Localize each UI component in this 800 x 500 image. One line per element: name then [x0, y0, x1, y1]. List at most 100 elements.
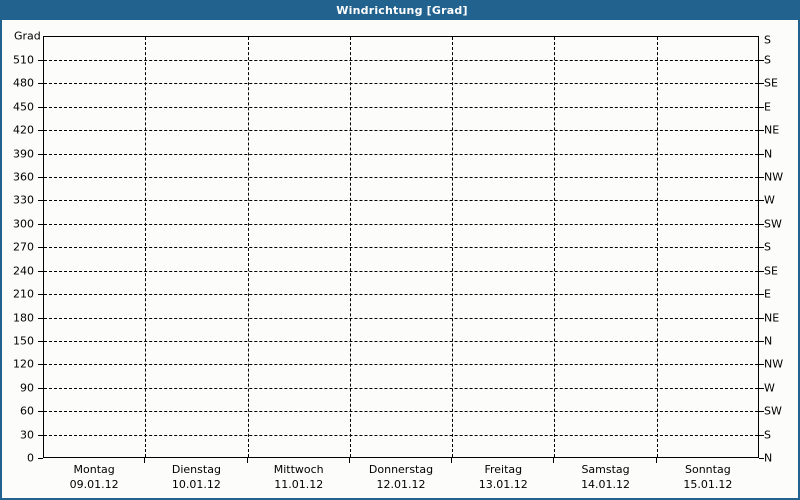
- y-axis-tick-mark-left: [38, 130, 43, 132]
- y-axis-tick-mark-right: [759, 223, 764, 225]
- horizontal-gridline: [44, 270, 758, 272]
- vertical-gridline: [247, 37, 249, 457]
- y-axis-tick-label-left: 30: [20, 428, 34, 442]
- y-axis-compass-label-right: SE: [764, 264, 778, 278]
- y-axis-compass-label-right: W: [764, 381, 775, 395]
- y-axis-tick-mark-left: [38, 223, 43, 225]
- y-axis-tick-mark-right: [759, 294, 764, 296]
- x-axis-tick-mark: [348, 458, 350, 463]
- y-axis-tick-mark-right: [759, 247, 764, 249]
- x-axis-tick-label: Samstag 14.01.12: [546, 462, 666, 492]
- x-axis-tick-label: Montag 09.01.12: [34, 462, 154, 492]
- horizontal-gridline: [44, 364, 758, 366]
- x-axis-tick-mark: [553, 458, 555, 463]
- y-axis-tick-mark-left: [38, 270, 43, 272]
- y-axis-tick-label-left: 60: [20, 404, 34, 418]
- x-axis-tick-label: Mittwoch 11.01.12: [239, 462, 359, 492]
- y-axis-compass-label-right: S: [764, 240, 771, 254]
- x-axis-date: 09.01.12: [69, 478, 119, 491]
- y-axis-tick-label-left: 360: [13, 170, 34, 184]
- x-axis-day-name: Samstag: [581, 463, 630, 476]
- y-axis-tick-mark-right: [759, 434, 764, 436]
- y-axis-tick-mark-right: [759, 317, 764, 319]
- x-axis-tick-mark: [144, 458, 146, 463]
- y-axis-tick-mark-right: [759, 458, 764, 459]
- vertical-gridline: [656, 37, 658, 457]
- y-axis-tick-mark-left: [38, 458, 43, 459]
- page-title: Windrichtung [Grad]: [336, 3, 468, 17]
- y-axis-tick-mark-left: [38, 294, 43, 296]
- y-axis-compass-label-right: NW: [764, 170, 784, 184]
- horizontal-gridline: [44, 106, 758, 108]
- x-axis-tick-mark: [655, 458, 657, 463]
- y-axis-tick-mark-right: [759, 177, 764, 179]
- y-axis-compass-label-top: S: [764, 33, 771, 47]
- x-axis-day-name: Sonntag: [684, 463, 731, 476]
- y-axis-tick-label-left: 390: [13, 147, 34, 161]
- y-axis-tick-label-left: 210: [13, 287, 34, 301]
- horizontal-gridline: [44, 153, 758, 155]
- x-axis-date: 12.01.12: [376, 478, 426, 491]
- horizontal-gridline: [44, 83, 758, 85]
- horizontal-gridline: [44, 177, 758, 179]
- y-axis-compass-label-right: N: [764, 334, 773, 348]
- vertical-gridline: [145, 37, 147, 457]
- horizontal-gridline: [44, 340, 758, 342]
- horizontal-gridline: [44, 200, 758, 202]
- horizontal-gridline: [44, 317, 758, 319]
- vertical-gridline: [554, 37, 556, 457]
- x-axis-tick-mark: [246, 458, 248, 463]
- y-axis-tick-label-left: 120: [13, 357, 34, 371]
- y-axis-tick-mark-left: [38, 83, 43, 85]
- y-axis-tick-mark-left: [38, 60, 43, 61]
- x-axis-date: 15.01.12: [683, 478, 733, 491]
- y-axis-compass-label-right: S: [764, 428, 771, 442]
- y-axis-tick-mark-left: [38, 106, 43, 108]
- y-axis-tick-label-left: 300: [13, 217, 34, 231]
- y-axis-tick-mark-right: [759, 60, 764, 61]
- horizontal-gridline: [44, 387, 758, 389]
- y-axis-tick-mark-left: [38, 411, 43, 413]
- x-axis-day-name: Montag: [73, 463, 115, 476]
- y-axis-tick-mark-right: [759, 364, 764, 366]
- y-axis-tick-mark-right: [759, 200, 764, 202]
- x-axis-tick-label: Dienstag 10.01.12: [136, 462, 256, 492]
- horizontal-gridline: [44, 411, 758, 413]
- y-axis-tick-mark-right: [759, 270, 764, 272]
- y-axis-compass-label-right: NW: [764, 357, 784, 371]
- y-axis-tick-label-left: 150: [13, 334, 34, 348]
- x-axis-date: 14.01.12: [581, 478, 631, 491]
- horizontal-gridline: [44, 60, 758, 61]
- y-axis-compass-label-right: NE: [764, 123, 780, 137]
- y-axis-compass-label-right: W: [764, 193, 775, 207]
- chart-title-bar: Windrichtung [Grad]: [2, 0, 798, 20]
- y-axis-tick-mark-left: [38, 247, 43, 249]
- y-axis-tick-label-left: 330: [13, 193, 34, 207]
- horizontal-gridline: [44, 247, 758, 249]
- horizontal-gridline: [44, 434, 758, 436]
- y-axis-tick-label-left: 240: [13, 264, 34, 278]
- x-axis-tick-label: Sonntag 15.01.12: [648, 462, 768, 492]
- y-axis-tick-mark-right: [759, 130, 764, 132]
- x-axis-tick-mark: [451, 458, 453, 463]
- x-axis-date: 13.01.12: [478, 478, 528, 491]
- x-axis-date: 11.01.12: [274, 478, 324, 491]
- y-axis-tick-mark-right: [759, 83, 764, 85]
- y-axis-compass-label-right: E: [764, 100, 771, 114]
- y-axis-compass-label-right: SW: [764, 217, 782, 231]
- y-axis-unit-label: Grad: [14, 29, 41, 43]
- y-axis-tick-mark-right: [759, 387, 764, 389]
- y-axis-tick-label-left: 420: [13, 123, 34, 137]
- y-axis-tick-mark-left: [38, 153, 43, 155]
- horizontal-gridline: [44, 130, 758, 132]
- x-axis-tick-label: Donnerstag 12.01.12: [341, 462, 461, 492]
- y-axis-tick-mark-left: [38, 340, 43, 342]
- y-axis-compass-label-right: E: [764, 287, 771, 301]
- horizontal-gridline: [44, 223, 758, 225]
- y-axis-tick-mark-left: [38, 200, 43, 202]
- y-axis-tick-mark-right: [759, 411, 764, 413]
- y-axis-compass-label-right: SW: [764, 404, 782, 418]
- y-axis-tick-mark-right: [759, 340, 764, 342]
- y-axis-compass-label-right: N: [764, 451, 773, 465]
